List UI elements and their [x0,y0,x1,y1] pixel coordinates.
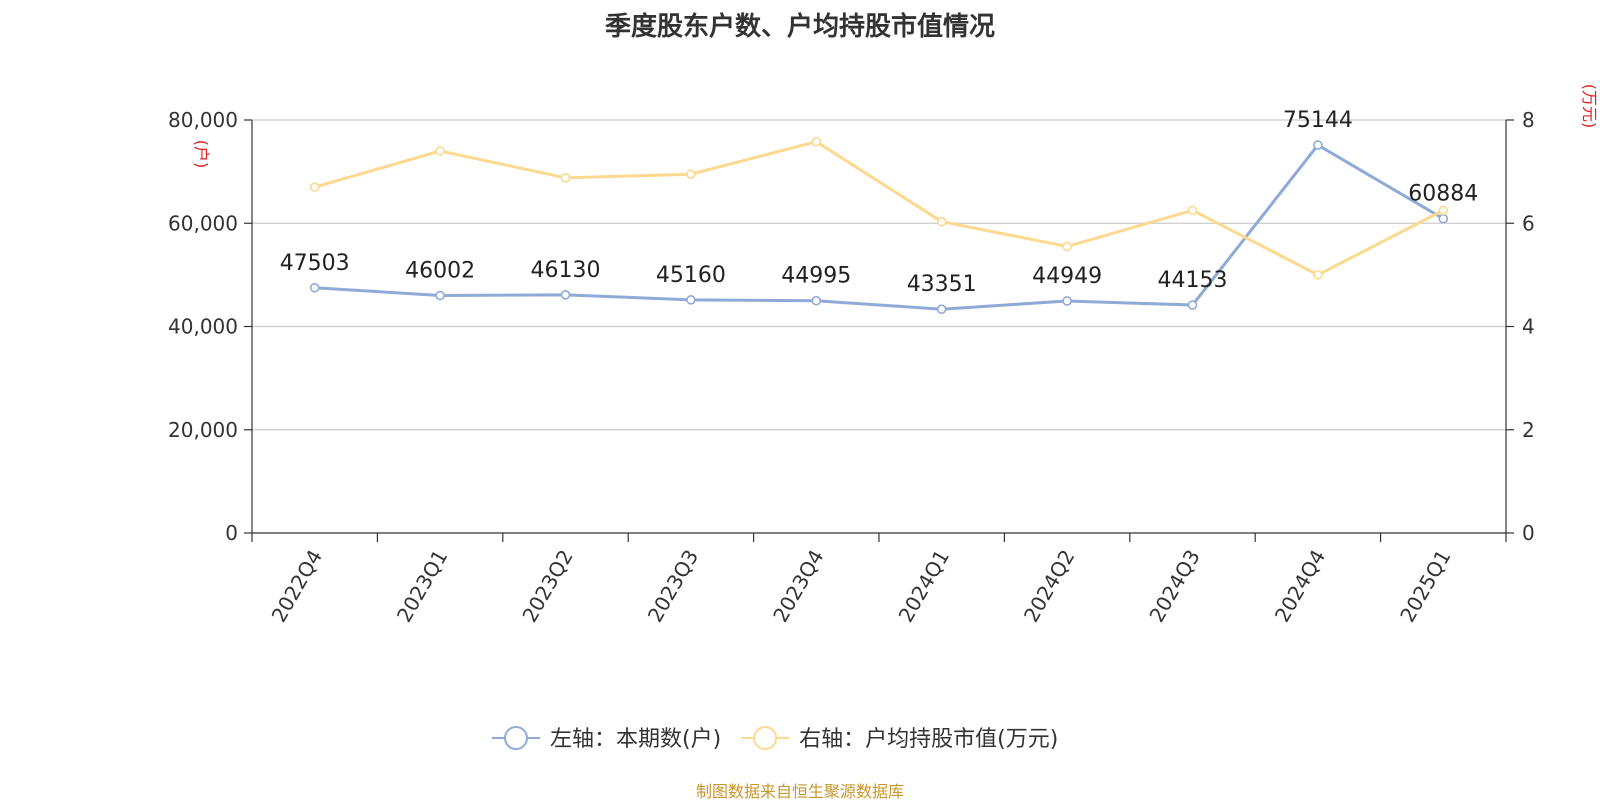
grid-lines [252,119,1506,431]
x-tick-label: 2025Q1 [1395,546,1455,627]
left-tick-label: 0 [225,521,238,545]
series-0-point[interactable] [435,290,445,301]
series-1-point[interactable] [1313,270,1323,280]
series-0-point[interactable] [936,304,947,315]
series-0-point[interactable] [1438,213,1449,224]
x-tick-label: 2023Q1 [392,546,452,627]
series-0-point[interactable] [1313,140,1323,150]
data-label: 47503 [280,251,350,276]
data-label: 60884 [1408,182,1478,207]
series-1-point[interactable] [560,173,571,183]
series-1-point[interactable] [435,146,445,156]
left-tick-label: 20,000 [168,418,238,442]
x-tick-label: 2022Q4 [267,546,327,627]
axes: 0 20,000 40,000 60,000 80,000 0 2 4 6 8 (户) (万元) 202… [168,84,1599,626]
x-tick-label: 2024Q3 [1144,546,1204,627]
right-tick-label: 2 [1522,418,1535,442]
legend-label-0[interactable]: 左轴：本期数(户) [550,727,721,752]
x-tick-label: 2024Q1 [894,546,954,627]
data-label: 75144 [1283,108,1353,133]
series-1-point[interactable] [686,169,696,180]
series-layer [309,136,1449,315]
data-label: 43351 [907,272,977,297]
source-note: 制图数据来自恒生聚源数据库 [695,782,904,801]
series-line-0 [314,143,1445,311]
series-1-point[interactable] [936,216,947,227]
series-0-point[interactable] [811,295,822,306]
left-tick-label: 40,000 [168,315,238,339]
right-tick-label: 8 [1522,108,1535,132]
chart-title: 季度股东户数、户均持股市值情况 [604,12,995,42]
right-tick-label: 4 [1522,315,1535,339]
legend[interactable]: 左轴：本期数(户) 右轴：户均持股市值(万元) [492,726,1058,752]
series-0-point[interactable] [1062,296,1072,306]
series-0-point[interactable] [560,290,571,300]
left-axis-unit: (户) [192,140,211,169]
left-tick-label: 60,000 [168,211,238,235]
data-label: 44995 [781,264,851,289]
series-1-point[interactable] [309,182,320,192]
series-1-point[interactable] [811,136,822,147]
series-0-point[interactable] [1187,300,1198,310]
data-label: 44949 [1032,264,1102,289]
data-label: 46002 [405,259,475,284]
series-line-1 [314,140,1444,277]
data-label: 46130 [531,258,601,283]
x-tick-label: 2024Q4 [1270,546,1330,627]
series-0-point[interactable] [309,282,320,293]
legend-marker-1[interactable] [753,726,778,750]
data-labels: 47503 46002 46130 45160 44995 43351 44949 44153… [280,108,1479,297]
x-tick-label: 2023Q3 [643,546,703,627]
right-tick-label: 6 [1522,211,1535,235]
x-tick-label: 2024Q2 [1019,546,1079,627]
left-tick-label: 80,000 [168,108,238,132]
series-0-point[interactable] [686,295,696,305]
series-1-point[interactable] [1187,205,1198,216]
data-label: 45160 [656,263,726,288]
right-tick-label: 0 [1522,521,1535,545]
x-tick-label: 2023Q4 [768,546,828,627]
data-label: 44153 [1158,268,1228,293]
right-axis-unit: (万元) [1580,84,1599,129]
legend-label-1[interactable]: 右轴：户均持股市值(万元) [799,727,1058,752]
series-1-point[interactable] [1438,205,1449,216]
legend-marker-0[interactable] [504,726,528,750]
series-1-point[interactable] [1062,241,1072,252]
x-tick-label: 2023Q2 [517,546,577,627]
